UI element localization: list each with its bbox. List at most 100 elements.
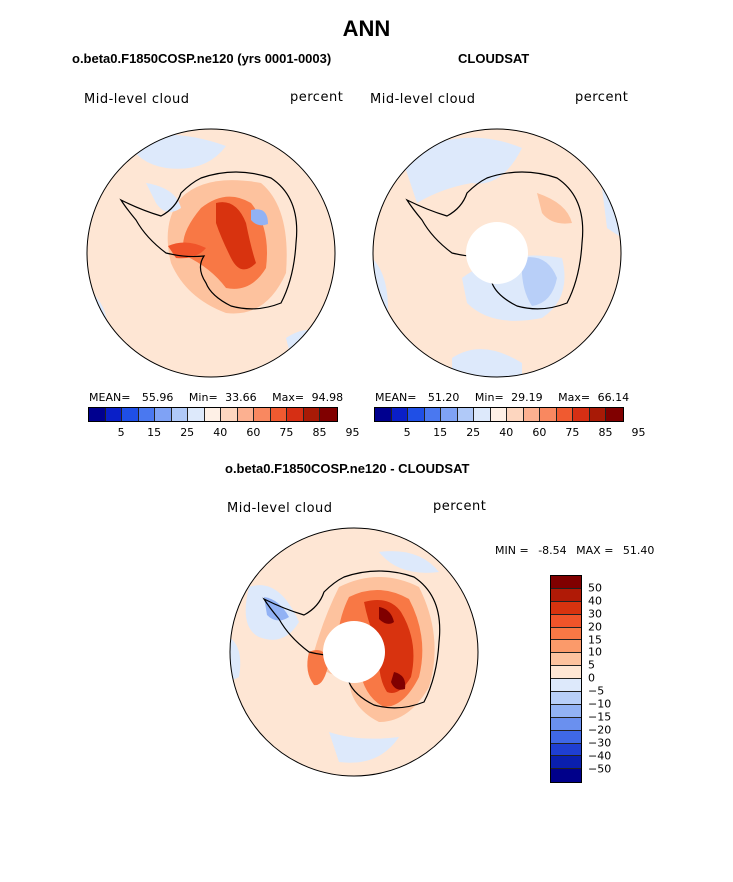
colorbar-tick-label: 0	[588, 671, 595, 685]
colorbar-swatch	[171, 408, 189, 421]
panel1-title: o.beta0.F1850COSP.ne120 (yrs 0001-0003)	[72, 51, 332, 66]
panel3-negative-region	[264, 597, 289, 621]
panel1-map-border	[86, 128, 336, 378]
colorbar-swatch	[138, 408, 156, 421]
colorbar-tick-label: 15	[147, 426, 162, 439]
panel3-stats: MIN = -8.54 MAX = 51.40	[495, 544, 654, 557]
colorbar-swatch	[375, 408, 392, 421]
panel1-map	[86, 128, 336, 378]
colorbar-tick-label: 95	[345, 426, 360, 439]
panel1-variable-label: Mid-level cloud	[84, 92, 190, 107]
colorbar-swatch	[551, 666, 581, 680]
colorbar-swatch	[551, 640, 581, 654]
colorbar-tick-label: 15	[588, 633, 602, 646]
panel2-low-cloud-region	[402, 137, 522, 203]
colorbar-swatch	[551, 576, 581, 589]
colorbar-swatch	[254, 408, 271, 421]
panel2-colorbar	[374, 407, 624, 422]
colorbar-tick-label: 50	[588, 581, 602, 595]
panel1-max-value: 94.98	[311, 391, 344, 404]
colorbar-swatch	[270, 408, 288, 421]
panel3-max-positive-region	[364, 599, 414, 693]
panel3-colorbar	[550, 575, 582, 784]
panel3-max-positive-region	[391, 672, 406, 690]
colorbar-swatch	[441, 408, 458, 421]
colorbar-tick-label: 40	[213, 426, 228, 439]
colorbar-swatch	[303, 408, 321, 421]
colorbar-swatch	[408, 408, 425, 421]
colorbar-swatch	[287, 408, 304, 421]
colorbar-swatch	[507, 408, 524, 421]
colorbar-swatch	[391, 408, 409, 421]
colorbar-swatch	[573, 408, 590, 421]
panel2-variable-label: Mid-level cloud	[370, 92, 476, 107]
colorbar-tick-label: 60	[532, 426, 547, 439]
colorbar-swatch	[551, 601, 581, 615]
panel2-map	[372, 128, 622, 378]
colorbar-tick-label: 40	[499, 426, 514, 439]
colorbar-tick-label: 95	[631, 426, 646, 439]
panel1-units-label: percent	[290, 90, 344, 105]
colorbar-swatch	[490, 408, 508, 421]
colorbar-swatch	[551, 588, 581, 602]
colorbar-tick-label: 25	[180, 426, 195, 439]
colorbar-tick-label: 85	[598, 426, 613, 439]
colorbar-swatch	[551, 730, 581, 744]
panel3-title: o.beta0.F1850COSP.ne120 - CLOUDSAT	[225, 461, 470, 476]
colorbar-tick-label: 20	[588, 620, 602, 634]
panel1-colorbar-ticks: 5 15 25 40 60 75 85 95	[88, 426, 360, 440]
panel1-colorbar	[88, 407, 338, 422]
colorbar-swatch	[320, 408, 337, 421]
colorbar-swatch	[204, 408, 222, 421]
panel1-max-cloud-region	[168, 242, 206, 259]
panel1-min-value: 33.66	[225, 391, 257, 404]
panel1-min-label: Min=	[188, 391, 218, 404]
colorbar-swatch	[551, 769, 581, 783]
panel3-positive-region	[307, 649, 329, 686]
colorbar-tick-label: −20	[588, 723, 612, 737]
colorbar-tick-label: 5	[403, 426, 411, 439]
colorbar-swatch	[551, 743, 581, 757]
colorbar-tick-label: 5	[588, 658, 595, 672]
colorbar-swatch	[551, 679, 581, 693]
panel1-mean-label: MEAN=	[89, 391, 131, 404]
colorbar-tick-label: 5	[117, 426, 125, 439]
panel2-units-label: percent	[575, 90, 629, 105]
panel2-mean-value: 51.20	[427, 391, 460, 404]
colorbar-tick-label: 25	[466, 426, 481, 439]
colorbar-swatch	[89, 408, 106, 421]
panel2-colorbar-ticks: 5 15 25 40 60 75 85 95	[374, 426, 646, 440]
colorbar-swatch	[551, 653, 581, 667]
colorbar-swatch	[551, 717, 581, 731]
panel3-min-value: -8.54	[538, 544, 567, 557]
colorbar-swatch	[556, 408, 574, 421]
panel2-lower-cloud-region	[521, 257, 557, 306]
colorbar-swatch	[188, 408, 205, 421]
colorbar-tick-label: −5	[588, 684, 605, 698]
colorbar-swatch	[237, 408, 255, 421]
panel3-negative-region	[379, 551, 439, 573]
colorbar-swatch	[606, 408, 623, 421]
panel3-map	[229, 527, 479, 777]
colorbar-tick-label: −40	[588, 749, 612, 763]
colorbar-tick-label: −15	[588, 710, 612, 724]
panel2-low-cloud-region	[602, 188, 621, 238]
panel3-max-label: MAX =	[576, 544, 614, 557]
panel1-mean-value: 55.96	[141, 391, 174, 404]
colorbar-swatch	[523, 408, 541, 421]
panel3-no-data-hole	[323, 621, 385, 683]
panel1-max-cloud-region	[216, 202, 256, 270]
colorbar-tick-label: 30	[588, 607, 602, 621]
colorbar-swatch	[105, 408, 123, 421]
panel2-min-label: Min=	[474, 391, 504, 404]
panel3-max-value: 51.40	[622, 544, 655, 557]
panel2-title: CLOUDSAT	[458, 51, 530, 66]
colorbar-swatch	[551, 692, 581, 705]
colorbar-swatch	[551, 756, 581, 770]
colorbar-swatch	[221, 408, 238, 421]
colorbar-swatch	[540, 408, 557, 421]
colorbar-tick-label: −50	[588, 762, 612, 775]
panel3-min-label: MIN =	[495, 544, 529, 557]
panel2-stats: MEAN= 51.20 Min= 29.19 Max= 66.14	[375, 391, 629, 404]
colorbar-tick-label: 40	[588, 594, 602, 608]
